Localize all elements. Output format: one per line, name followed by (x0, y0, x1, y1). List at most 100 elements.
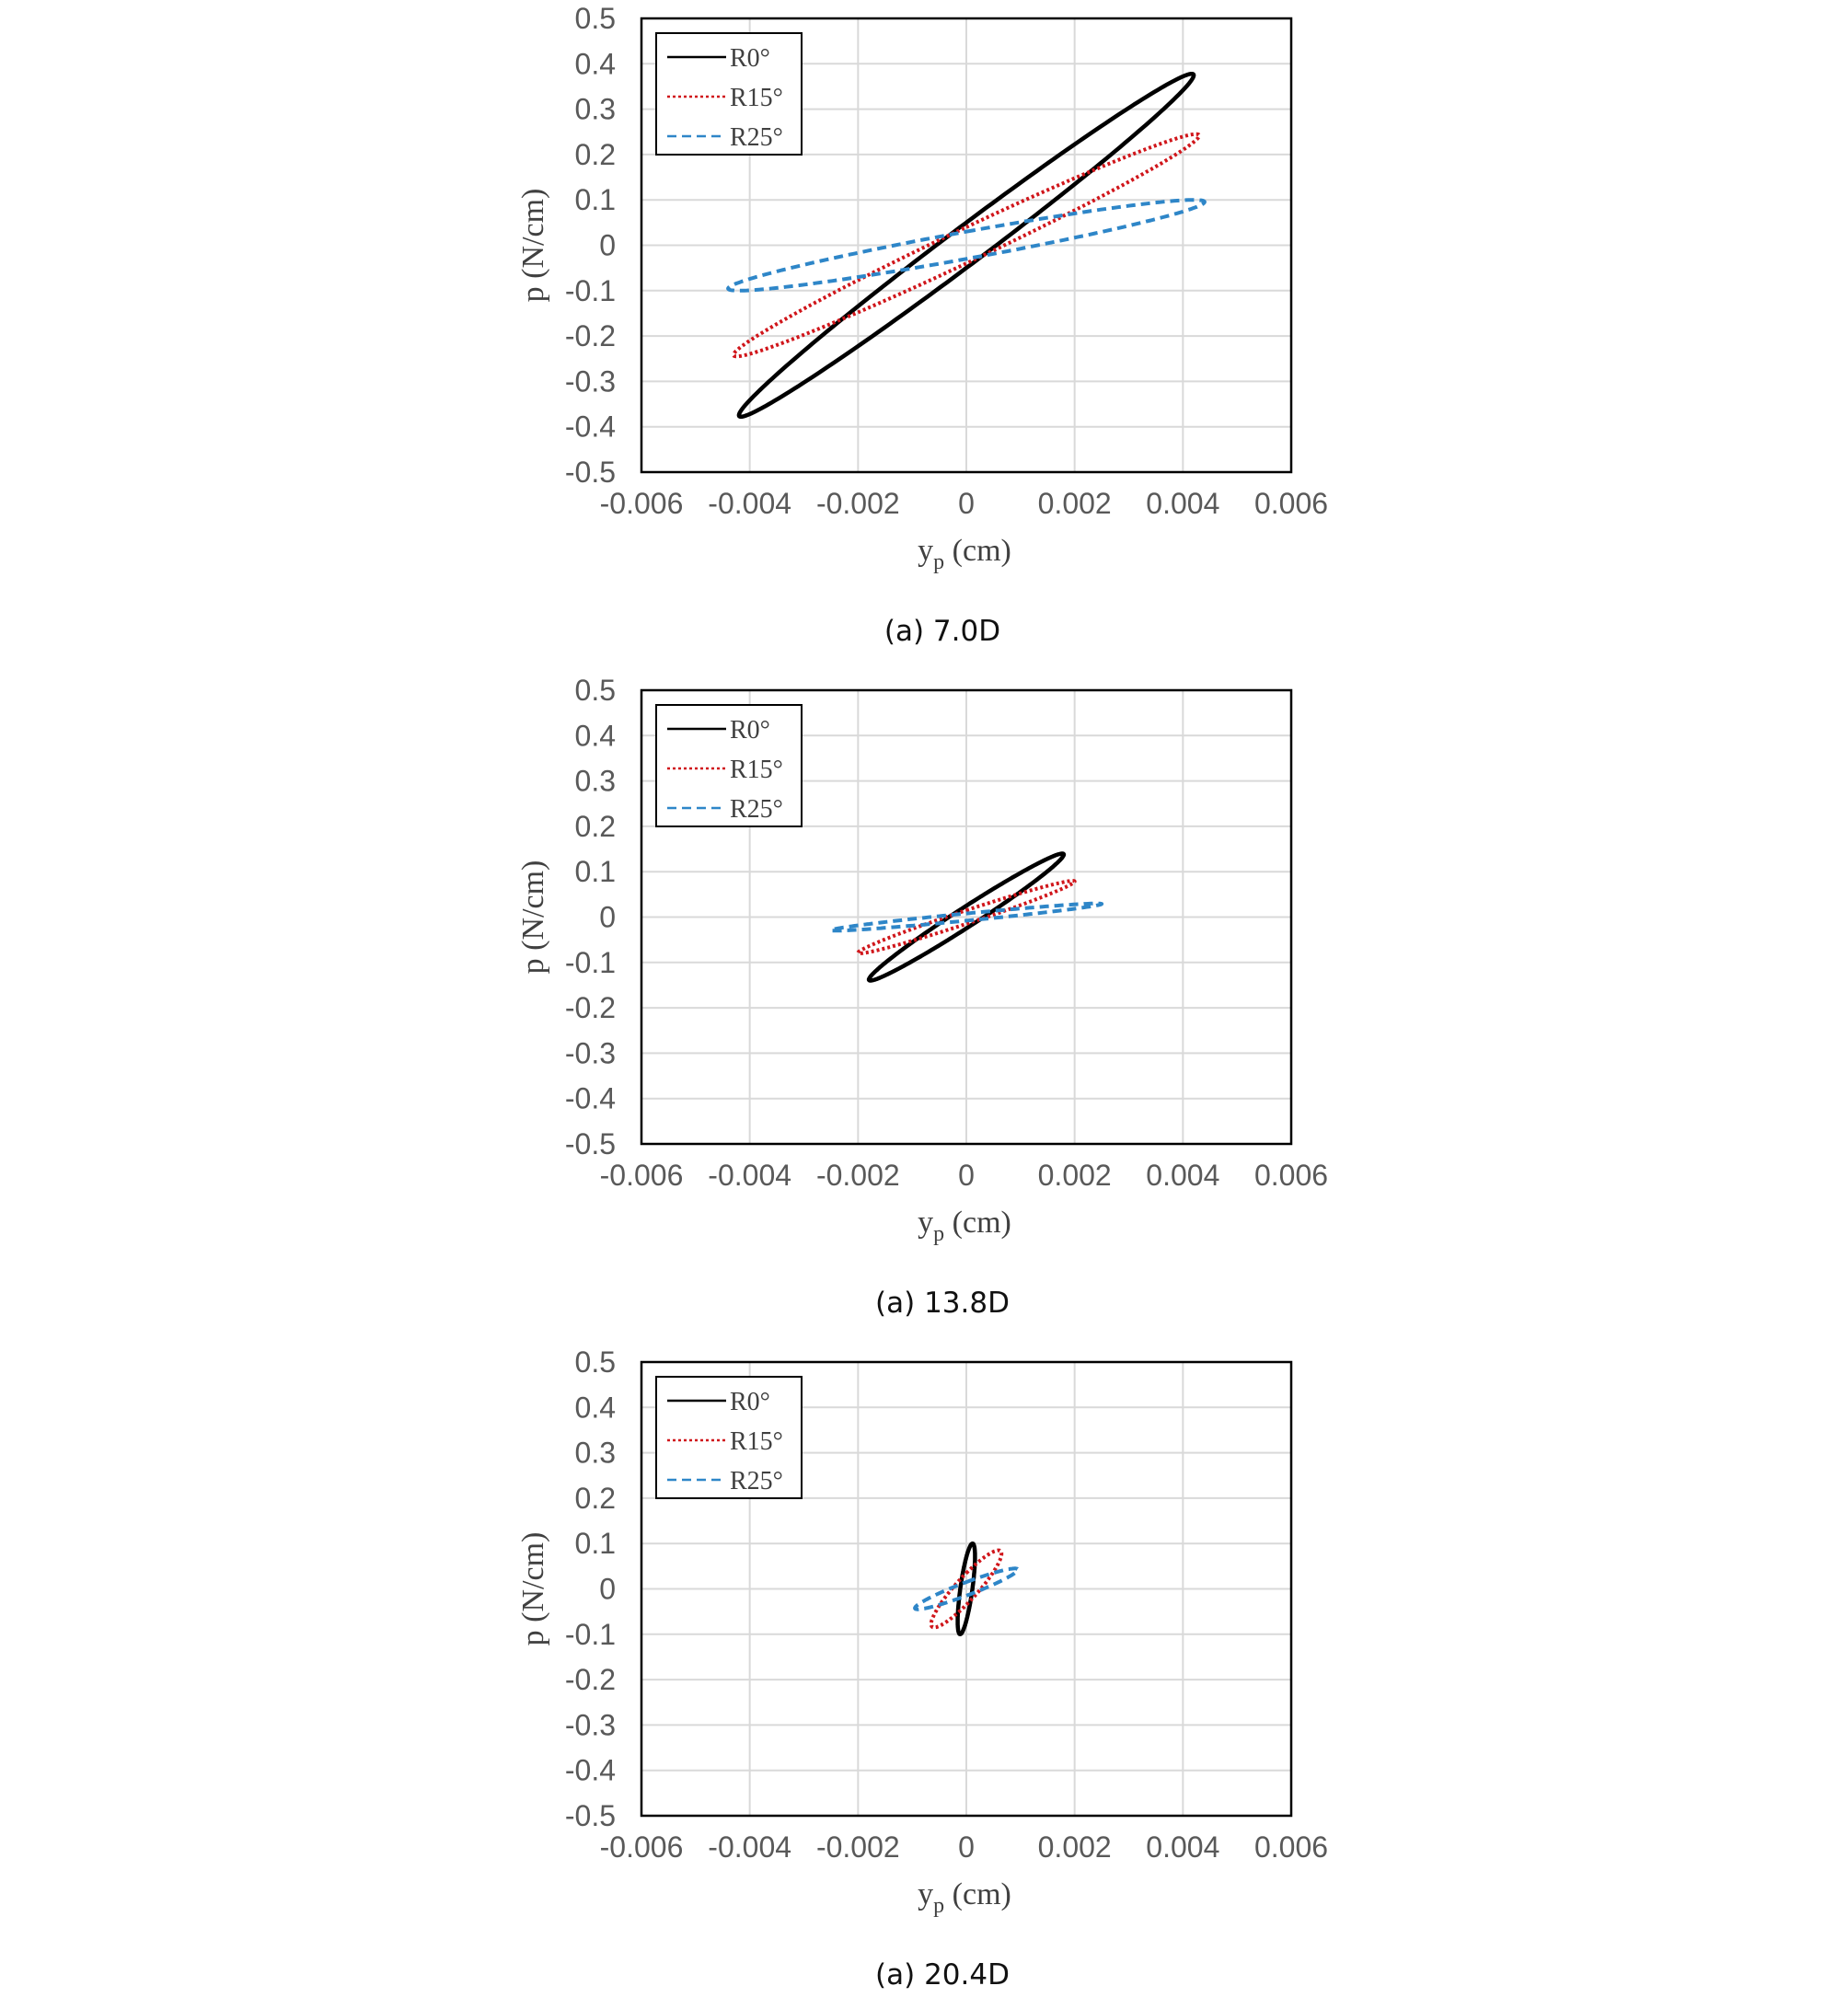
plot-frame (640, 1360, 1293, 1818)
x-tick-label: 0.006 (1254, 1830, 1328, 1864)
legend: R0° R15° R25° (655, 32, 803, 156)
legend-label-r0: R0° (730, 1388, 770, 1416)
figure-caption: (a) 7.0D (884, 615, 1000, 648)
y-tick-label: -0.5 (565, 456, 616, 489)
legend: R0° R15° R25° (655, 1376, 803, 1499)
y-tick-label: 0.3 (575, 1437, 616, 1470)
x-axis-title-symbol: y (918, 1877, 933, 1911)
y-tick-label: 0.3 (575, 765, 616, 798)
y-tick-label: -0.2 (565, 991, 616, 1024)
x-tick-label: 0.006 (1254, 487, 1328, 520)
x-axis-title-subscript: p (933, 1894, 944, 1918)
series-line-r25 (828, 901, 1104, 933)
y-tick-label: -0.4 (565, 1754, 616, 1787)
x-tick-label: 0.002 (1038, 1159, 1112, 1192)
chart-panel-2: -0.006 -0.004 -0.002 0 0.002 0.004 0.006 0.5 0.4… (516, 674, 1328, 1320)
x-tick-label: 0 (958, 1159, 975, 1192)
legend-label-r25: R25° (730, 1467, 783, 1495)
series-line-r25 (913, 1566, 1020, 1611)
x-axis-title: yp (cm) (918, 1206, 1011, 1246)
legend: R0° R15° R25° (655, 704, 803, 827)
y-tick-label: 0 (599, 901, 616, 934)
x-axis-title-unit: (cm) (944, 1206, 1011, 1240)
x-tick-label: 0.004 (1146, 1830, 1219, 1864)
x-tick-label: -0.006 (600, 487, 684, 520)
legend-label-r15: R15° (730, 756, 783, 784)
y-tick-label: 0.4 (575, 719, 616, 752)
x-axis-title-subscript: p (933, 1222, 944, 1246)
x-tick-label: -0.002 (816, 1159, 900, 1192)
x-axis-title-symbol: y (918, 1206, 933, 1240)
x-tick-label: 0 (958, 1830, 975, 1864)
y-tick-label: 0.2 (575, 138, 616, 171)
chart-panel-1: -0.006 -0.004 -0.002 0 0.002 0.004 0.006 0.5 0.4… (516, 2, 1328, 648)
x-tick-label: -0.006 (600, 1830, 684, 1864)
legend-box (655, 1376, 803, 1499)
x-tick-label: -0.002 (816, 487, 900, 520)
x-axis-title: yp (cm) (918, 1877, 1011, 1918)
legend-label-r0: R0° (730, 44, 770, 73)
y-tick-label: 0.3 (575, 93, 616, 126)
y-axis-title: p (N/cm) (516, 1532, 550, 1646)
x-axis-title-unit: (cm) (944, 534, 1011, 568)
y-tick-label: -0.1 (565, 946, 616, 979)
y-tick-label: -0.5 (565, 1127, 616, 1160)
legend-label-r15: R15° (730, 84, 783, 112)
figure-caption: (a) 20.4D (875, 1958, 1010, 1992)
x-tick-label: -0.004 (708, 1159, 791, 1192)
y-tick-label: 0 (599, 229, 616, 262)
series-line-r25 (726, 198, 1207, 293)
x-tick-label: 0.002 (1038, 487, 1112, 520)
y-tick-label: 0 (599, 1573, 616, 1606)
y-tick-label: -0.4 (565, 410, 616, 444)
x-tick-label: -0.004 (708, 1830, 791, 1864)
series-line-r0 (955, 1541, 977, 1637)
series-line-r0 (736, 71, 1196, 420)
x-axis-title-subscript: p (933, 550, 944, 574)
series-line-r15 (929, 1548, 1004, 1630)
x-axis-title-symbol: y (918, 534, 933, 568)
y-tick-label: 0.1 (575, 1527, 616, 1560)
legend-box (655, 32, 803, 156)
x-tick-label: 0.002 (1038, 1830, 1112, 1864)
legend-label-r15: R15° (730, 1427, 783, 1456)
y-tick-label: -0.3 (565, 1036, 616, 1069)
y-tick-label: -0.2 (565, 319, 616, 352)
x-tick-label: 0.006 (1254, 1159, 1328, 1192)
legend-label-r0: R0° (730, 716, 770, 745)
legend-label-r25: R25° (730, 123, 783, 152)
y-tick-label: -0.4 (565, 1082, 616, 1115)
y-axis-title: p (N/cm) (516, 860, 550, 975)
x-tick-label: -0.002 (816, 1830, 900, 1864)
series-line-r15 (856, 879, 1077, 955)
y-tick-label: 0.2 (575, 1482, 616, 1515)
y-tick-label: 0.5 (575, 1345, 616, 1379)
x-tick-label: -0.004 (708, 487, 791, 520)
legend-box (655, 704, 803, 827)
y-tick-label: 0.1 (575, 183, 616, 216)
y-tick-label: -0.1 (565, 1618, 616, 1651)
plot-frame (640, 17, 1293, 474)
y-axis-title: p (N/cm) (516, 189, 550, 303)
series-line-r0 (866, 851, 1067, 983)
y-tick-label: 0.4 (575, 1391, 616, 1424)
y-tick-label: -0.2 (565, 1663, 616, 1696)
legend-label-r25: R25° (730, 795, 783, 824)
y-tick-label: -0.3 (565, 1708, 616, 1741)
x-tick-label: 0.004 (1146, 1159, 1219, 1192)
plot-frame (640, 688, 1293, 1146)
x-axis-title-unit: (cm) (944, 1877, 1011, 1911)
figure-caption: (a) 13.8D (875, 1287, 1010, 1320)
y-tick-label: 0.2 (575, 810, 616, 843)
y-tick-label: -0.1 (565, 274, 616, 307)
y-tick-label: -0.5 (565, 1799, 616, 1832)
x-tick-label: 0.004 (1146, 487, 1219, 520)
y-tick-label: 0.5 (575, 674, 616, 707)
x-tick-label: 0 (958, 487, 975, 520)
y-tick-label: 0.5 (575, 2, 616, 35)
x-axis-title: yp (cm) (918, 534, 1011, 574)
chart-panel-3: -0.006 -0.004 -0.002 0 0.002 0.004 0.006 0.5 0.4… (516, 1345, 1328, 1992)
y-tick-label: 0.1 (575, 855, 616, 888)
y-tick-label: -0.3 (565, 364, 616, 398)
x-tick-label: -0.006 (600, 1159, 684, 1192)
